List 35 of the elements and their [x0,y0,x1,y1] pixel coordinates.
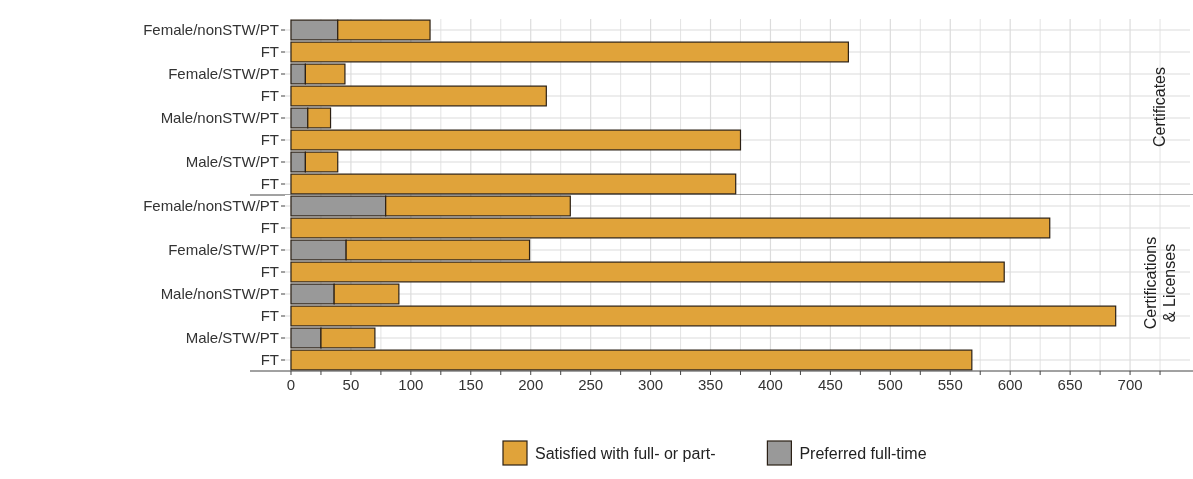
y-tick-label: Male/nonSTW/PT [160,285,279,303]
x-tick-label: 0 [286,376,296,393]
y-tick-label: FT [260,43,279,61]
text: Certifications & Licenses [1142,236,1178,330]
y-tick-label: Male/nonSTW/PT [160,109,279,127]
y-tick-label: Male/STW/PT [185,153,279,171]
y-tick-label: FT [260,351,279,369]
y-tick-label: FT [260,263,279,281]
legend-label: Preferred full-time [799,444,927,462]
x-tick-label: 100 [398,376,424,393]
x-tick-label: 650 [1057,376,1083,393]
x-tick-label: 150 [458,376,484,393]
y-tick-label: FT [260,87,279,105]
x-tick-label: 200 [518,376,544,393]
y-tick-label: FT [260,175,279,193]
x-tick-label: 400 [757,376,783,393]
x-tick-label: 50 [342,376,360,393]
x-tick-label: 500 [877,376,903,393]
x-tick-label: 350 [698,376,724,393]
y-tick-label: Female/nonSTW/PT [143,21,279,39]
y-tick-label: Female/STW/PT [168,65,279,83]
x-tick-label: 450 [817,376,843,393]
x-tick-label: 250 [578,376,604,393]
y-tick-label: FT [260,307,279,325]
legend-label: Satisfied with full- or part- [535,444,716,462]
y-tick-label: Female/nonSTW/PT [143,197,279,215]
y-tick-label: Female/STW/PT [168,241,279,259]
y-tick-label: FT [260,131,279,149]
x-tick-label: 700 [1117,376,1143,393]
x-tick-label: 300 [638,376,664,393]
x-tick-label: 550 [937,376,963,393]
text: Certificates [1151,66,1168,148]
x-tick-label: 600 [997,376,1023,393]
y-tick-label: FT [260,219,279,237]
y-tick-label: Male/STW/PT [185,329,279,347]
